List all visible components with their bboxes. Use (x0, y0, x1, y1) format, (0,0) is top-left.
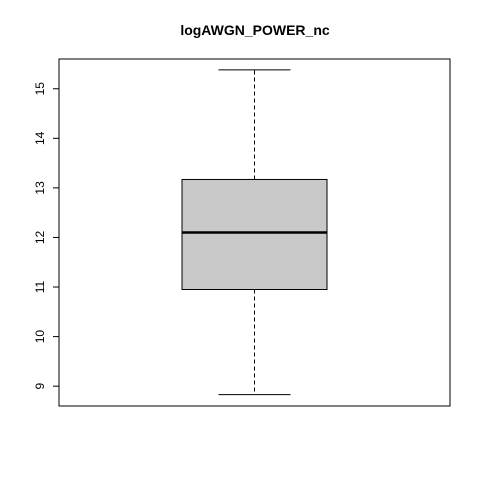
y-tick-label: 14 (33, 131, 47, 145)
y-axis: 9 10 11 12 13 14 15 (33, 82, 60, 390)
iqr-box (181, 178, 328, 291)
y-tick-label: 12 (33, 230, 47, 244)
y-tick-label: 15 (33, 82, 47, 96)
chart-title: logAWGN_POWER_nc (180, 22, 330, 38)
y-tick-label: 10 (33, 330, 47, 344)
y-tick-label: 11 (33, 280, 47, 293)
box-group (181, 69, 328, 396)
y-tick-label: 13 (33, 181, 47, 195)
y-tick-label: 9 (33, 383, 47, 390)
